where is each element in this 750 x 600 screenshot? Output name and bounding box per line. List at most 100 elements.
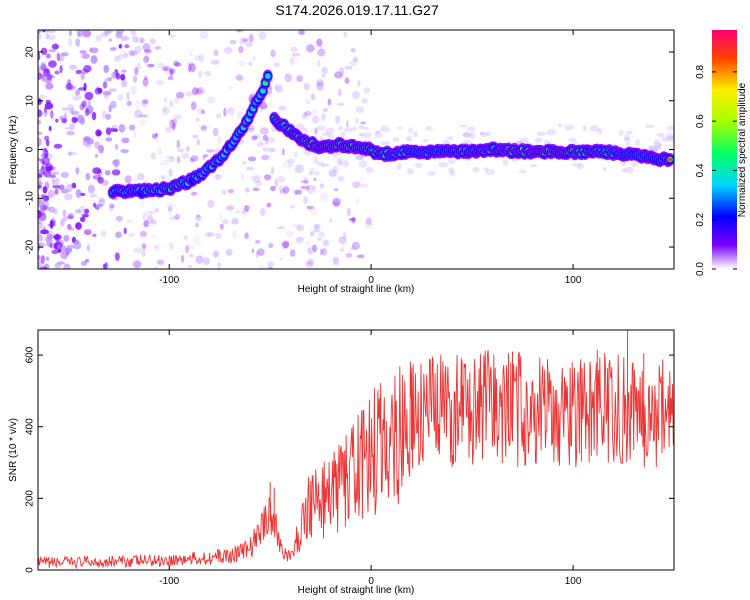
heatmap-noise-cell (468, 132, 476, 139)
heatmap-noise-cell (270, 185, 276, 192)
heatmap-noise-cell (198, 53, 205, 63)
heatmap-noise-cell (114, 55, 120, 63)
heatmap-noise-cell (241, 210, 246, 215)
heatmap-noise-cell (127, 219, 134, 224)
heatmap-noise-cell (239, 210, 248, 218)
heatmap-noise-cell (74, 209, 81, 214)
heatmap-noise-cell (141, 99, 148, 107)
heatmap-noise-cell (95, 129, 102, 137)
heatmap-noise-cell (115, 72, 121, 80)
heatmap-noise-cell (120, 36, 130, 41)
colorbar-label: Normalized spectral amplitude (737, 82, 748, 217)
heatmap-noise-cell (248, 61, 253, 66)
heatmap-noise-cell (363, 126, 369, 131)
heatmap-noise-cell (352, 56, 359, 63)
heatmap-noise-cell (94, 141, 100, 149)
heatmap-noise-cell (192, 134, 199, 139)
heatmap-noise-cell (141, 243, 147, 250)
heatmap-noise-cell (38, 168, 46, 174)
heatmap-noise-cell (240, 172, 245, 181)
heatmap-noise-cell (156, 62, 165, 69)
heatmap-noise-cell (290, 205, 295, 209)
heatmap-noise-cell (199, 31, 209, 40)
heatmap-noise-cell (247, 156, 257, 162)
heatmap-noise-cell (231, 217, 239, 225)
heatmap-noise-cell (131, 35, 138, 43)
heatmap-noise-cell (319, 183, 325, 189)
heatmap-noise-cell (190, 155, 199, 162)
heatmap-noise-cell (176, 139, 181, 149)
heatmap-noise-cell (294, 189, 302, 195)
heatmap-noise-cell (194, 55, 201, 61)
heatmap-noise-cell (98, 144, 104, 154)
heatmap-noise-cell (54, 233, 60, 242)
heatmap-noise-cell (267, 261, 275, 268)
heatmap-noise-cell (75, 222, 82, 230)
heatmap-noise-cell (67, 151, 73, 156)
heatmap-noise-cell (89, 193, 98, 198)
heatmap-noise-cell (321, 247, 328, 256)
heatmap-noise-cell (262, 146, 269, 152)
heatmap-noise-cell (226, 205, 235, 211)
heatmap-noise-cell (287, 158, 296, 164)
heatmap-noise-cell (270, 166, 275, 175)
snr-plot-area (38, 330, 674, 570)
heatmap-noise-cell (121, 69, 127, 73)
heatmap-noise-cell (102, 90, 112, 96)
heatmap-noise-cell (221, 189, 227, 195)
heatmap-noise-cell (38, 94, 46, 100)
heatmap-noise-cell (44, 236, 52, 243)
heatmap-noise-cell (332, 256, 340, 266)
heatmap-noise-cell (365, 217, 372, 226)
heatmap-noise-cell (55, 118, 59, 123)
heatmap-noise-cell (200, 125, 207, 131)
heatmap-noise-cell (38, 131, 43, 136)
spectrogram-y-tick-label: -10 (25, 191, 36, 206)
heatmap-noise-cell (40, 229, 50, 235)
heatmap-noise-cell (49, 174, 56, 179)
heatmap-noise-cell (155, 132, 159, 137)
heatmap-noise-cell (422, 138, 429, 143)
heatmap-noise-cell (48, 30, 56, 34)
heatmap-noise-cell (486, 131, 491, 137)
heatmap-noise-cell (136, 62, 141, 70)
heatmap-noise-cell (48, 206, 56, 213)
heatmap-noise-cell (169, 68, 174, 77)
heatmap-noise-cell (63, 234, 70, 242)
heatmap-noise-cell (360, 121, 367, 125)
heatmap-noise-cell (256, 248, 265, 256)
heatmap-noise-cell (86, 244, 90, 252)
heatmap-noise-cell (122, 52, 129, 59)
heatmap-noise-cell (319, 248, 324, 256)
heatmap-noise-cell (238, 46, 244, 54)
heatmap-noise-cell (142, 213, 146, 220)
heatmap-noise-cell (343, 127, 354, 133)
heatmap-noise-cell (94, 153, 99, 158)
heatmap-noise-cell (167, 207, 173, 216)
snr-x-tick-label: 0 (368, 576, 374, 587)
heatmap-noise-cell (192, 236, 202, 246)
heatmap-noise-cell (48, 125, 52, 132)
heatmap-noise-cell (320, 192, 329, 202)
heatmap-noise-cell (69, 123, 75, 131)
heatmap-noise-cell (40, 254, 45, 264)
heatmap-noise-cell (97, 169, 103, 176)
heatmap-noise-cell (259, 208, 266, 216)
heatmap-noise-cell (274, 83, 278, 91)
heatmap-noise-cell (282, 186, 290, 194)
heatmap-noise-cell (317, 231, 326, 238)
heatmap-noise-cell (331, 201, 336, 205)
heatmap-noise-cell (43, 110, 48, 117)
heatmap-noise-cell (144, 49, 152, 54)
heatmap-noise-cell (195, 88, 203, 94)
heatmap-noise-cell (301, 127, 309, 134)
heatmap-noise-cell (170, 118, 178, 126)
heatmap-noise-cell (168, 242, 174, 251)
heatmap-noise-cell (571, 163, 582, 167)
heatmap-noise-cell (325, 127, 335, 135)
heatmap-noise-cell (135, 99, 140, 108)
heatmap-noise-cell (154, 46, 162, 50)
heatmap-noise-cell (259, 127, 269, 135)
heatmap-noise-cell (352, 126, 357, 131)
